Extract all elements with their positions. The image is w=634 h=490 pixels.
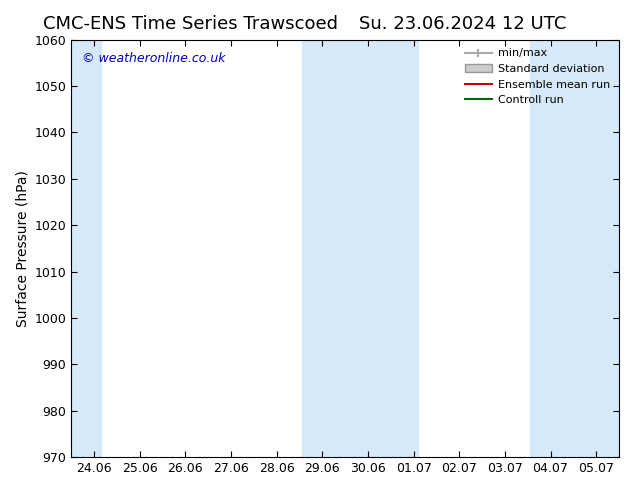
Bar [530,40,619,457]
Y-axis label: Surface Pressure (hPa): Surface Pressure (hPa) [15,170,29,327]
Bar [71,40,101,457]
Text: CMC-ENS Time Series Trawscoed: CMC-ENS Time Series Trawscoed [42,15,338,33]
Text: © weatheronline.co.uk: © weatheronline.co.uk [82,52,226,65]
Text: Su. 23.06.2024 12 UTC: Su. 23.06.2024 12 UTC [359,15,567,33]
Bar [302,40,418,457]
Legend: min/max, Standard deviation, Ensemble mean run, Controll run: min/max, Standard deviation, Ensemble me… [461,45,614,108]
